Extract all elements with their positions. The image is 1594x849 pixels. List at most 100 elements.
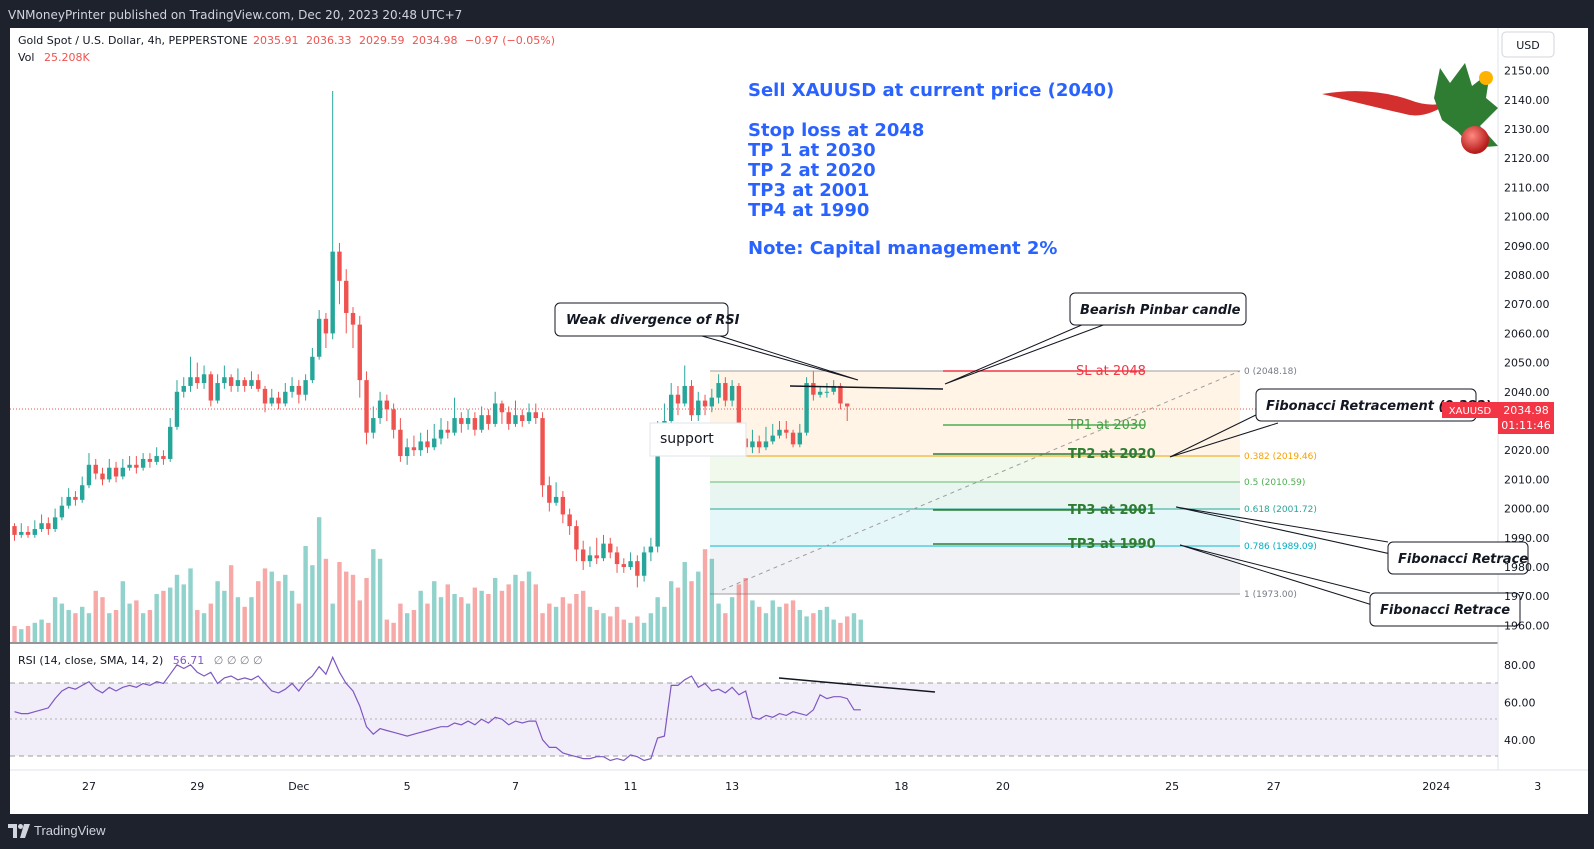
candle[interactable] (86, 453, 92, 489)
candle[interactable] (127, 456, 132, 471)
candle[interactable] (702, 394, 708, 416)
candle[interactable] (344, 269, 349, 334)
candle[interactable] (350, 307, 356, 348)
candle[interactable] (560, 491, 566, 524)
candle[interactable] (770, 423, 775, 445)
callout-fib1[interactable]: Fibonacci Retracement (0.382) (1169, 388, 1491, 458)
candle[interactable] (46, 517, 51, 535)
candle[interactable] (797, 423, 803, 448)
candle[interactable] (729, 380, 735, 407)
candle[interactable] (757, 435, 762, 454)
candle[interactable] (526, 403, 532, 424)
candle[interactable] (25, 526, 31, 538)
candle[interactable] (276, 391, 281, 410)
candles[interactable] (12, 91, 850, 588)
callout-divergence-box[interactable] (554, 302, 729, 337)
chart-area[interactable]: 0 (2048.18) 0.382 (2019.46) 0.5 (2010.59… (10, 28, 1588, 814)
candle[interactable] (817, 385, 823, 398)
candle[interactable] (845, 403, 850, 421)
candle[interactable] (107, 458, 112, 483)
callout-pinbar-box[interactable] (1069, 292, 1247, 326)
candle[interactable] (181, 377, 186, 398)
candle[interactable] (567, 508, 572, 535)
candle[interactable] (256, 374, 261, 392)
chart-canvas[interactable]: 0 (2048.18) 0.382 (2019.46) 0.5 (2010.59… (10, 28, 1588, 814)
candle[interactable] (73, 491, 78, 506)
candle[interactable] (784, 421, 789, 439)
candle[interactable] (614, 546, 620, 573)
candle[interactable] (310, 348, 315, 384)
candle[interactable] (391, 403, 396, 439)
candle[interactable] (641, 546, 647, 582)
legend[interactable]: Gold Spot / U.S. Dollar, 4h, PEPPERSTONE… (18, 34, 555, 667)
candle[interactable] (303, 374, 308, 401)
candle[interactable] (120, 458, 126, 480)
candle[interactable] (364, 371, 369, 445)
candle[interactable] (377, 391, 383, 424)
candle[interactable] (316, 310, 322, 360)
candle[interactable] (486, 409, 491, 430)
candle[interactable] (147, 453, 153, 468)
candle[interactable] (689, 380, 694, 421)
rsi-line[interactable] (14, 655, 861, 762)
candle[interactable] (445, 421, 450, 439)
candle[interactable] (32, 520, 38, 538)
candle[interactable] (323, 312, 329, 348)
candle[interactable] (520, 409, 525, 427)
candle[interactable] (479, 406, 484, 433)
candle[interactable] (499, 400, 505, 424)
price-axis[interactable]: 2150.00 2140.00 2130.00 2120.00 2110.00 2100.… (1504, 65, 1550, 633)
candle[interactable] (222, 365, 227, 389)
candle[interactable] (52, 508, 58, 532)
trade-levels[interactable]: SL at 2048 TP1 at 2030 TP2 at 2020 TP3 a… (933, 364, 1156, 552)
candle[interactable] (608, 537, 613, 559)
candle[interactable] (635, 555, 640, 588)
candle[interactable] (601, 534, 606, 562)
candle[interactable] (540, 412, 545, 497)
candle[interactable] (283, 383, 288, 407)
candle[interactable] (398, 418, 403, 462)
candle[interactable] (357, 315, 362, 398)
candle[interactable] (452, 397, 457, 436)
time-axis[interactable]: 27 29 Dec 5 7 11 13 18 20 25 27 2024 3 (82, 780, 1541, 793)
candle[interactable] (371, 406, 376, 439)
candle[interactable] (66, 488, 71, 509)
candle[interactable] (269, 388, 274, 407)
candle[interactable] (404, 438, 410, 465)
candle[interactable] (594, 537, 599, 565)
candle[interactable] (59, 496, 65, 521)
candle[interactable] (215, 374, 220, 404)
callout-divergence[interactable]: Weak divergence of RSI (554, 302, 859, 381)
candle[interactable] (533, 403, 538, 424)
trade-note[interactable]: Sell XAUUSD at current price (2040) Stop … (748, 80, 1114, 259)
candle[interactable] (140, 453, 146, 471)
candle[interactable] (188, 356, 193, 392)
candle[interactable] (587, 546, 593, 567)
candle[interactable] (425, 429, 430, 454)
candle[interactable] (675, 385, 681, 416)
support-box[interactable] (649, 422, 747, 457)
candle[interactable] (723, 377, 728, 407)
candle[interactable] (168, 418, 173, 462)
candle[interactable] (235, 368, 241, 392)
candle[interactable] (696, 391, 701, 421)
candle[interactable] (418, 432, 423, 457)
candle[interactable] (492, 391, 498, 427)
candle[interactable] (553, 482, 559, 506)
candle[interactable] (506, 406, 511, 430)
candle[interactable] (93, 458, 98, 480)
candle[interactable] (195, 362, 200, 389)
callout-fib3[interactable]: Fibonacci Retrace (1179, 544, 1521, 627)
candle[interactable] (100, 467, 105, 486)
candle[interactable] (790, 429, 796, 448)
candle[interactable] (154, 447, 159, 465)
candle[interactable] (621, 558, 626, 573)
candle[interactable] (682, 365, 687, 407)
candle[interactable] (513, 400, 518, 427)
candle[interactable] (547, 476, 552, 512)
fib-trend-line[interactable] (721, 370, 1241, 591)
candle[interactable] (432, 423, 437, 451)
candle[interactable] (201, 365, 207, 389)
candle[interactable] (824, 383, 830, 398)
candle[interactable] (716, 374, 721, 404)
